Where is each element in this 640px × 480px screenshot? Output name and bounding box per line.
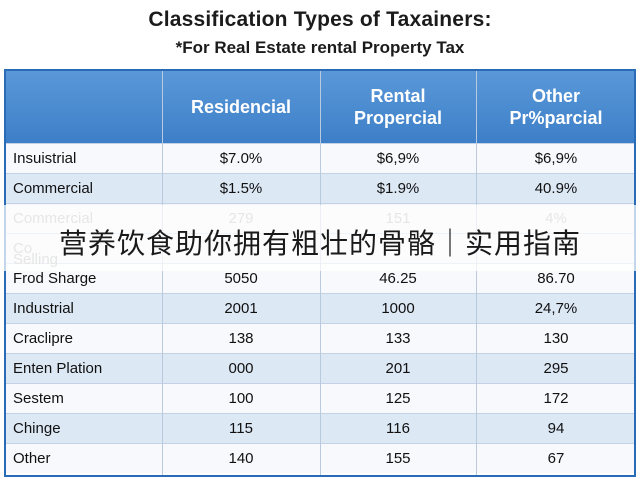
overlay-banner-text: 营养饮食助你拥有粗壮的骨骼｜实用指南 — [58, 227, 581, 260]
table-cell: $7.0% — [219, 150, 263, 167]
table-subtitle: *For Real Estate rental Property Tax — [175, 38, 465, 57]
column-divider — [162, 71, 163, 475]
table-cell: 86.70 — [537, 270, 575, 287]
table-cell: 2001 — [224, 300, 258, 317]
overlay-banner-background — [0, 205, 640, 271]
row-label: Craclipre — [13, 330, 74, 347]
table-cell: 130 — [543, 330, 569, 347]
column-header-other: Other Pr%parcial — [509, 86, 603, 128]
table-cell: 125 — [385, 390, 411, 407]
row-label: Frod Sharge — [13, 270, 97, 287]
table-cell: 115 — [229, 420, 253, 437]
column-divider — [320, 71, 321, 475]
table-cell: 155 — [385, 450, 411, 467]
table-cell: 1000 — [381, 300, 415, 317]
row-label: Other — [13, 450, 51, 467]
table-cell: 94 — [547, 420, 565, 437]
table-cell: $1.5% — [219, 180, 263, 197]
table-cell: 5050 — [224, 270, 258, 287]
table-cell: 133 — [385, 330, 411, 347]
column-divider — [476, 71, 477, 475]
column-header-residencial: Residencial — [190, 97, 292, 117]
table-cell: 172 — [543, 390, 569, 407]
table-cell: 138 — [228, 330, 254, 347]
table-cell: 140 — [228, 450, 254, 467]
tax-classification-table: Residencial Rental Propercial Other Pr%par… — [4, 69, 636, 477]
row-label: Enten Plation — [13, 360, 103, 377]
table-cell: 100 — [228, 390, 254, 407]
table-cell: $1.9% — [376, 180, 420, 197]
table-cell: 116 — [386, 420, 410, 437]
table-cell: 201 — [385, 360, 411, 377]
table-cell: 000 — [228, 360, 254, 377]
row-label: Insuistrial — [13, 150, 77, 167]
table-cell: 46.25 — [379, 270, 417, 287]
table-cell: $6,9% — [376, 150, 420, 167]
table-cell: 295 — [543, 360, 569, 377]
row-label: Sestem — [13, 390, 64, 407]
table-title: Classification Types of Taxainers: — [148, 8, 492, 31]
column-header-rental: Rental Propercial — [353, 86, 443, 128]
table-cell: 40.9% — [534, 180, 578, 197]
table-cell: 67 — [547, 450, 565, 467]
table-cell: 24,7% — [534, 300, 578, 317]
row-label: Industrial — [13, 300, 74, 317]
row-label: Commercial — [13, 180, 94, 197]
row-label: Chinge — [13, 420, 61, 437]
table-cell: $6,9% — [534, 150, 578, 167]
